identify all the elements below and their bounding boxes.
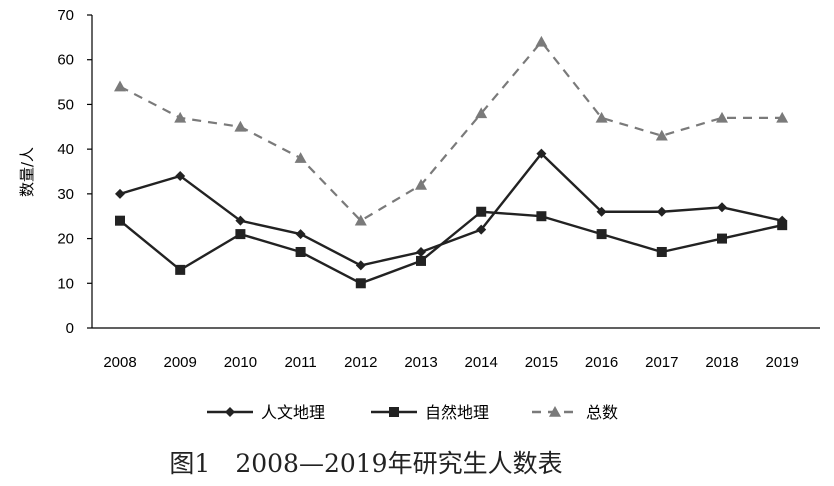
data-point-square	[596, 229, 607, 240]
x-tick-label: 2009	[164, 354, 197, 371]
x-tick-label: 2019	[766, 354, 799, 371]
data-point-diamond	[536, 148, 547, 159]
data-point-diamond	[115, 188, 125, 199]
data-point-square	[295, 246, 306, 257]
y-tick-label: 20	[57, 231, 74, 248]
y-tick-label: 10	[57, 275, 74, 292]
series-line	[119, 40, 783, 222]
y-axis-title: 数量/人	[18, 147, 36, 197]
x-tick-label: 2016	[585, 354, 618, 371]
y-tick-label: 70	[57, 7, 74, 24]
data-point-square	[476, 206, 487, 217]
data-point-triangle	[535, 35, 548, 47]
data-point-triangle	[415, 178, 427, 190]
data-point-triangle	[114, 80, 126, 92]
y-tick-label: 40	[57, 141, 74, 158]
legend-label: 总数	[586, 403, 618, 422]
y-tick-label: 60	[57, 52, 74, 69]
data-point-diamond	[295, 229, 306, 240]
data-point-triangle	[776, 111, 789, 123]
legend-marker-square	[389, 407, 399, 417]
data-point-diamond	[175, 170, 186, 181]
legend: 人文地理 自然地理 总数	[207, 403, 618, 422]
x-tick-label: 2011	[284, 354, 316, 371]
data-point-square	[656, 246, 667, 257]
data-point-diamond	[235, 215, 246, 226]
x-axis-ticks: 2008 2009 2010 2011 2012 2013 2014 2015 2016 2017…	[103, 354, 799, 371]
x-tick-label: 2015	[525, 354, 558, 371]
data-point-diamond	[717, 202, 727, 213]
data-point-triangle	[294, 152, 307, 163]
series-1	[115, 148, 788, 271]
y-tick-label: 50	[57, 96, 74, 113]
x-tick-label: 2018	[705, 354, 738, 371]
series-line	[119, 210, 783, 285]
x-tick-label: 2014	[465, 354, 498, 371]
legend-label: 人文地理	[261, 403, 325, 422]
data-point-triangle	[174, 111, 187, 123]
data-point-square	[355, 278, 366, 289]
data-point-triangle	[716, 111, 728, 123]
data-point-square	[115, 215, 125, 226]
series-3	[114, 35, 789, 226]
series-2	[115, 206, 788, 289]
data-point-square	[717, 233, 727, 244]
data-point-diamond	[476, 224, 487, 235]
data-point-square	[416, 255, 426, 266]
legend-label: 自然地理	[425, 403, 489, 422]
x-tick-label: 2012	[344, 354, 377, 371]
data-point-triangle	[234, 120, 247, 132]
legend-marker-triangle	[549, 406, 561, 417]
y-tick-label: 30	[57, 186, 74, 203]
chart-axes	[91, 15, 820, 329]
series-layer	[114, 35, 789, 289]
data-point-square	[777, 220, 788, 231]
figure-caption: 图1 2008—2019年研究生人数表	[169, 449, 562, 478]
data-point-diamond	[656, 206, 667, 217]
y-tick-label: 0	[66, 320, 74, 337]
data-point-diamond	[355, 260, 366, 271]
legend-marker-diamond	[225, 407, 235, 417]
data-point-square	[536, 211, 547, 222]
data-point-diamond	[416, 246, 426, 257]
x-tick-label: 2013	[404, 354, 437, 371]
series-line	[119, 152, 783, 267]
data-point-triangle	[655, 129, 668, 141]
data-point-square	[175, 264, 186, 275]
data-point-triangle	[475, 107, 488, 119]
y-axis-ticks: 0 10 20 30 40 50 60 70	[57, 7, 92, 337]
x-tick-label: 2008	[103, 354, 136, 371]
x-tick-label: 2017	[645, 354, 678, 371]
data-point-triangle	[595, 111, 608, 123]
x-tick-label: 2010	[224, 354, 257, 371]
data-point-square	[235, 229, 246, 240]
data-point-triangle	[354, 214, 367, 226]
data-point-diamond	[596, 206, 607, 217]
